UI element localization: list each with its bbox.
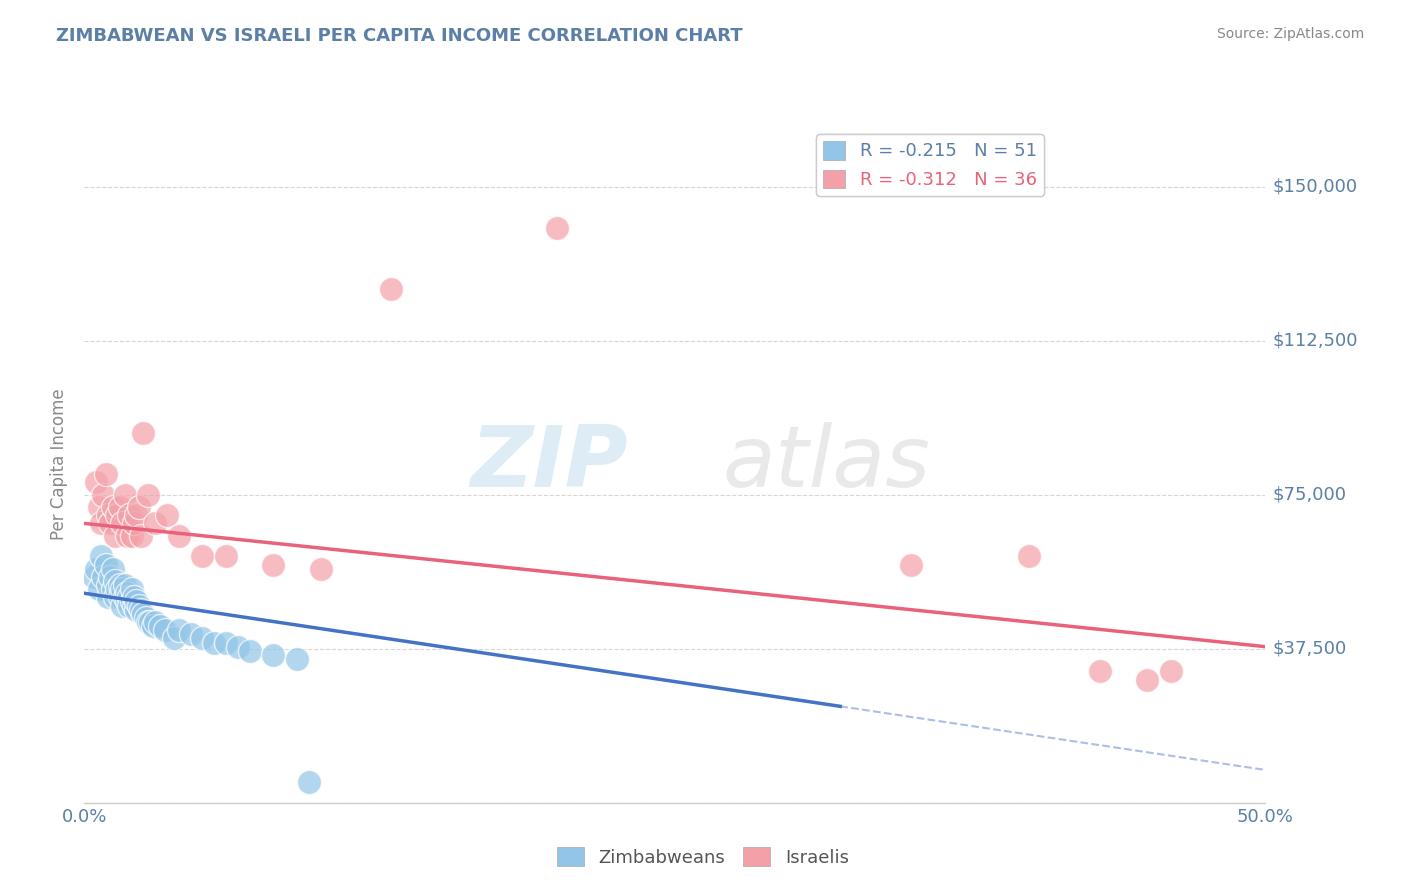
Point	[122, 599, 145, 613]
Point	[87, 500, 110, 514]
Point	[114, 578, 136, 592]
Point	[153, 624, 176, 638]
Point	[309, 561, 332, 575]
Point	[121, 582, 143, 596]
Legend: Zimbabweans, Israelis: Zimbabweans, Israelis	[550, 840, 856, 874]
Point	[97, 578, 120, 592]
Point	[121, 529, 143, 543]
Point	[143, 516, 166, 531]
Point	[191, 549, 214, 564]
Point	[163, 632, 186, 646]
Point	[87, 582, 110, 596]
Point	[122, 516, 145, 531]
Point	[108, 500, 131, 514]
Point	[94, 467, 117, 482]
Point	[97, 508, 120, 523]
Point	[180, 627, 202, 641]
Point	[111, 599, 134, 613]
Point	[125, 508, 148, 523]
Point	[84, 561, 107, 575]
Point	[104, 574, 127, 588]
Point	[215, 635, 238, 649]
Point	[115, 529, 138, 543]
Point	[121, 594, 143, 608]
Point	[298, 775, 321, 789]
Point	[191, 632, 214, 646]
Point	[125, 603, 148, 617]
Point	[90, 516, 112, 531]
Point	[115, 586, 138, 600]
Point	[262, 558, 284, 572]
Point	[1160, 665, 1182, 679]
Point	[142, 619, 165, 633]
Point	[215, 549, 238, 564]
Point	[1088, 665, 1111, 679]
Point	[128, 500, 150, 514]
Point	[285, 652, 308, 666]
Point	[262, 648, 284, 662]
Point	[546, 220, 568, 235]
Point	[167, 624, 190, 638]
Point	[104, 529, 127, 543]
Text: atlas: atlas	[723, 422, 931, 506]
Point	[118, 599, 141, 613]
Point	[118, 508, 141, 523]
Point	[98, 570, 121, 584]
Point	[135, 611, 157, 625]
Point	[98, 516, 121, 531]
Point	[149, 619, 172, 633]
Point	[125, 594, 148, 608]
Text: ZIMBABWEAN VS ISRAELI PER CAPITA INCOME CORRELATION CHART: ZIMBABWEAN VS ISRAELI PER CAPITA INCOME …	[56, 27, 742, 45]
Text: ZIP: ZIP	[470, 422, 627, 506]
Text: $37,500: $37,500	[1272, 640, 1347, 657]
Legend: R = -0.215   N = 51, R = -0.312   N = 36: R = -0.215 N = 51, R = -0.312 N = 36	[817, 134, 1043, 196]
Point	[239, 644, 262, 658]
Point	[129, 529, 152, 543]
Point	[900, 558, 922, 572]
Text: Source: ZipAtlas.com: Source: ZipAtlas.com	[1216, 27, 1364, 41]
Point	[139, 615, 162, 629]
Point	[136, 615, 159, 629]
Point	[118, 591, 141, 605]
Point	[132, 425, 155, 440]
Point	[136, 488, 159, 502]
Point	[143, 615, 166, 629]
Point	[156, 508, 179, 523]
Text: $150,000: $150,000	[1272, 178, 1358, 195]
Point	[108, 591, 131, 605]
Point	[108, 578, 131, 592]
Point	[114, 591, 136, 605]
Point	[83, 570, 105, 584]
Point	[101, 582, 124, 596]
Point	[128, 599, 150, 613]
Point	[1018, 549, 1040, 564]
Point	[90, 549, 112, 564]
Point	[97, 591, 120, 605]
Point	[132, 607, 155, 621]
Point	[380, 282, 402, 296]
Point	[226, 640, 249, 654]
Point	[167, 529, 190, 543]
Point	[129, 603, 152, 617]
Point	[115, 594, 138, 608]
Point	[104, 591, 127, 605]
Point	[91, 488, 114, 502]
Point	[122, 591, 145, 605]
Point	[111, 516, 134, 531]
Point	[107, 508, 129, 523]
Point	[101, 500, 124, 514]
Point	[94, 558, 117, 572]
Point	[1136, 673, 1159, 687]
Point	[202, 635, 225, 649]
Text: $75,000: $75,000	[1272, 485, 1347, 504]
Point	[84, 475, 107, 490]
Point	[111, 582, 134, 596]
Point	[107, 582, 129, 596]
Point	[91, 570, 114, 584]
Y-axis label: Per Capita Income: Per Capita Income	[51, 388, 69, 540]
Point	[101, 561, 124, 575]
Text: $112,500: $112,500	[1272, 332, 1358, 350]
Point	[114, 488, 136, 502]
